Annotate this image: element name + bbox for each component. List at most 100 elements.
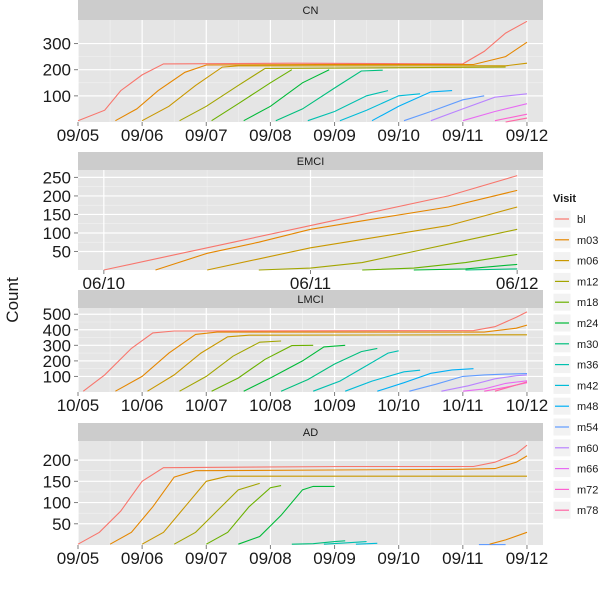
legend-label: m54 <box>577 422 598 434</box>
series-line-m42 <box>355 542 378 545</box>
legend-item-m12: m12 <box>552 271 598 291</box>
series-line-m30 <box>280 347 378 392</box>
y-tick-label: 100 <box>43 367 71 386</box>
y-tick-label: 400 <box>43 321 71 340</box>
legend-item-m72: m72 <box>552 479 598 499</box>
legend-label: m03 <box>577 235 598 247</box>
y-tick-label: 100 <box>43 494 71 513</box>
y-tick-label: 200 <box>43 352 71 371</box>
series-line-m30 <box>275 69 383 122</box>
x-tick-label: 06/11 <box>290 274 331 293</box>
y-tick-label: 200 <box>43 187 71 206</box>
legend-label: m18 <box>577 297 598 309</box>
y-tick-label: 150 <box>43 205 71 224</box>
legend-item-m18: m18 <box>552 292 598 312</box>
series-line-bl <box>103 175 518 271</box>
x-tick-label: 09/07 <box>185 549 228 568</box>
series-line-m06 <box>147 334 528 392</box>
legend: Visit bl m03 m06 m12 m18 m24 m30 m36 m42 m48 m54 m6… <box>552 193 598 520</box>
legend-item-m36: m36 <box>552 355 598 375</box>
strip-background <box>78 152 543 170</box>
series-line-m66 <box>462 103 528 122</box>
series-line-m18 <box>362 253 518 271</box>
legend-item-m60: m60 <box>552 438 598 458</box>
x-tick-label: 09/11 <box>442 549 483 568</box>
legend-label: m24 <box>577 318 598 330</box>
series-line-m24 <box>243 69 330 122</box>
series-line-m03 <box>115 324 528 392</box>
legend-item-m24: m24 <box>552 313 598 333</box>
x-tick-label: 09/06 <box>121 549 164 568</box>
legend-label: m42 <box>577 380 598 392</box>
legend-item-m30: m30 <box>552 334 598 354</box>
x-tick-label: 09/05 <box>57 126 100 145</box>
strip-background <box>78 0 543 20</box>
legend-label: m60 <box>577 443 598 455</box>
legend-title: Visit <box>553 193 576 205</box>
legend-item-m03: m03 <box>552 230 598 250</box>
series-line-m12 <box>179 66 506 122</box>
series-line-m54 <box>409 373 528 392</box>
strip-label: LMCI <box>297 294 323 306</box>
y-axis-title: Count <box>3 277 22 323</box>
y-tick-label: 300 <box>43 336 71 355</box>
x-tick-label: 10/05 <box>57 396 100 415</box>
x-tick-label: 09/12 <box>506 126 549 145</box>
y-tick-label: 500 <box>43 305 71 324</box>
strip-label: EMCI <box>297 156 325 168</box>
series-line-m60 <box>441 374 528 392</box>
series-line-bl <box>82 311 528 392</box>
legend-item-m48: m48 <box>552 396 598 416</box>
y-tick-label: 50 <box>52 515 71 534</box>
series-line-m30 <box>291 540 346 545</box>
legend-label: m48 <box>577 401 598 413</box>
x-tick-label: 09/06 <box>121 126 164 145</box>
legend-item-m06: m06 <box>552 251 598 271</box>
x-tick-label: 09/10 <box>377 126 420 145</box>
legend-label: bl <box>577 214 586 226</box>
series-line-m66 <box>462 380 528 392</box>
y-tick-label: 250 <box>43 168 71 187</box>
series-line-m30 <box>465 268 518 271</box>
x-tick-label: 09/12 <box>506 549 549 568</box>
x-tick-label: 10/11 <box>442 396 483 415</box>
panel-cn: CN 100 200 300 09/05 09/06 09/07 09/08 09/09 09/1… <box>43 0 549 145</box>
legend-label: m72 <box>577 484 598 496</box>
y-tick-label: 100 <box>43 87 71 106</box>
x-tick-label: 09/05 <box>57 549 100 568</box>
y-tick-label: 150 <box>43 472 71 491</box>
legend-label: m12 <box>577 276 598 288</box>
series-line-m48 <box>371 90 453 122</box>
legend-label: m36 <box>577 360 598 372</box>
series-line-m72 <box>494 113 528 122</box>
x-tick-label: 10/09 <box>313 396 356 415</box>
strip-label: CN <box>303 5 319 17</box>
series-line-m24 <box>243 344 346 392</box>
x-tick-label: 06/12 <box>496 274 539 293</box>
x-tick-label: 06/10 <box>83 274 126 293</box>
x-tick-label: 10/06 <box>121 396 164 415</box>
series-line-m18 <box>211 69 293 122</box>
strip-background <box>78 290 543 308</box>
x-tick-label: 09/08 <box>249 126 292 145</box>
series-line-m78 <box>494 381 528 392</box>
series-line-m03 <box>109 455 528 545</box>
series-line-m78 <box>505 117 528 123</box>
series-line-m60 <box>430 93 528 122</box>
series-line-m36 <box>313 350 399 392</box>
y-tick-label: 50 <box>52 242 71 261</box>
series-line-m03 <box>115 41 528 122</box>
strip-background <box>78 423 543 441</box>
x-tick-label: 09/09 <box>313 126 356 145</box>
x-tick-label: 09/07 <box>185 126 228 145</box>
series-line-m24 <box>413 263 518 271</box>
series-line-bl <box>77 444 528 545</box>
x-tick-label: 10/07 <box>185 396 228 415</box>
plot-background <box>78 20 543 122</box>
x-tick-label: 10/08 <box>249 396 292 415</box>
series-line-m06 <box>141 62 528 122</box>
legend-label: m06 <box>577 256 598 268</box>
series-line-m54 <box>403 95 485 122</box>
